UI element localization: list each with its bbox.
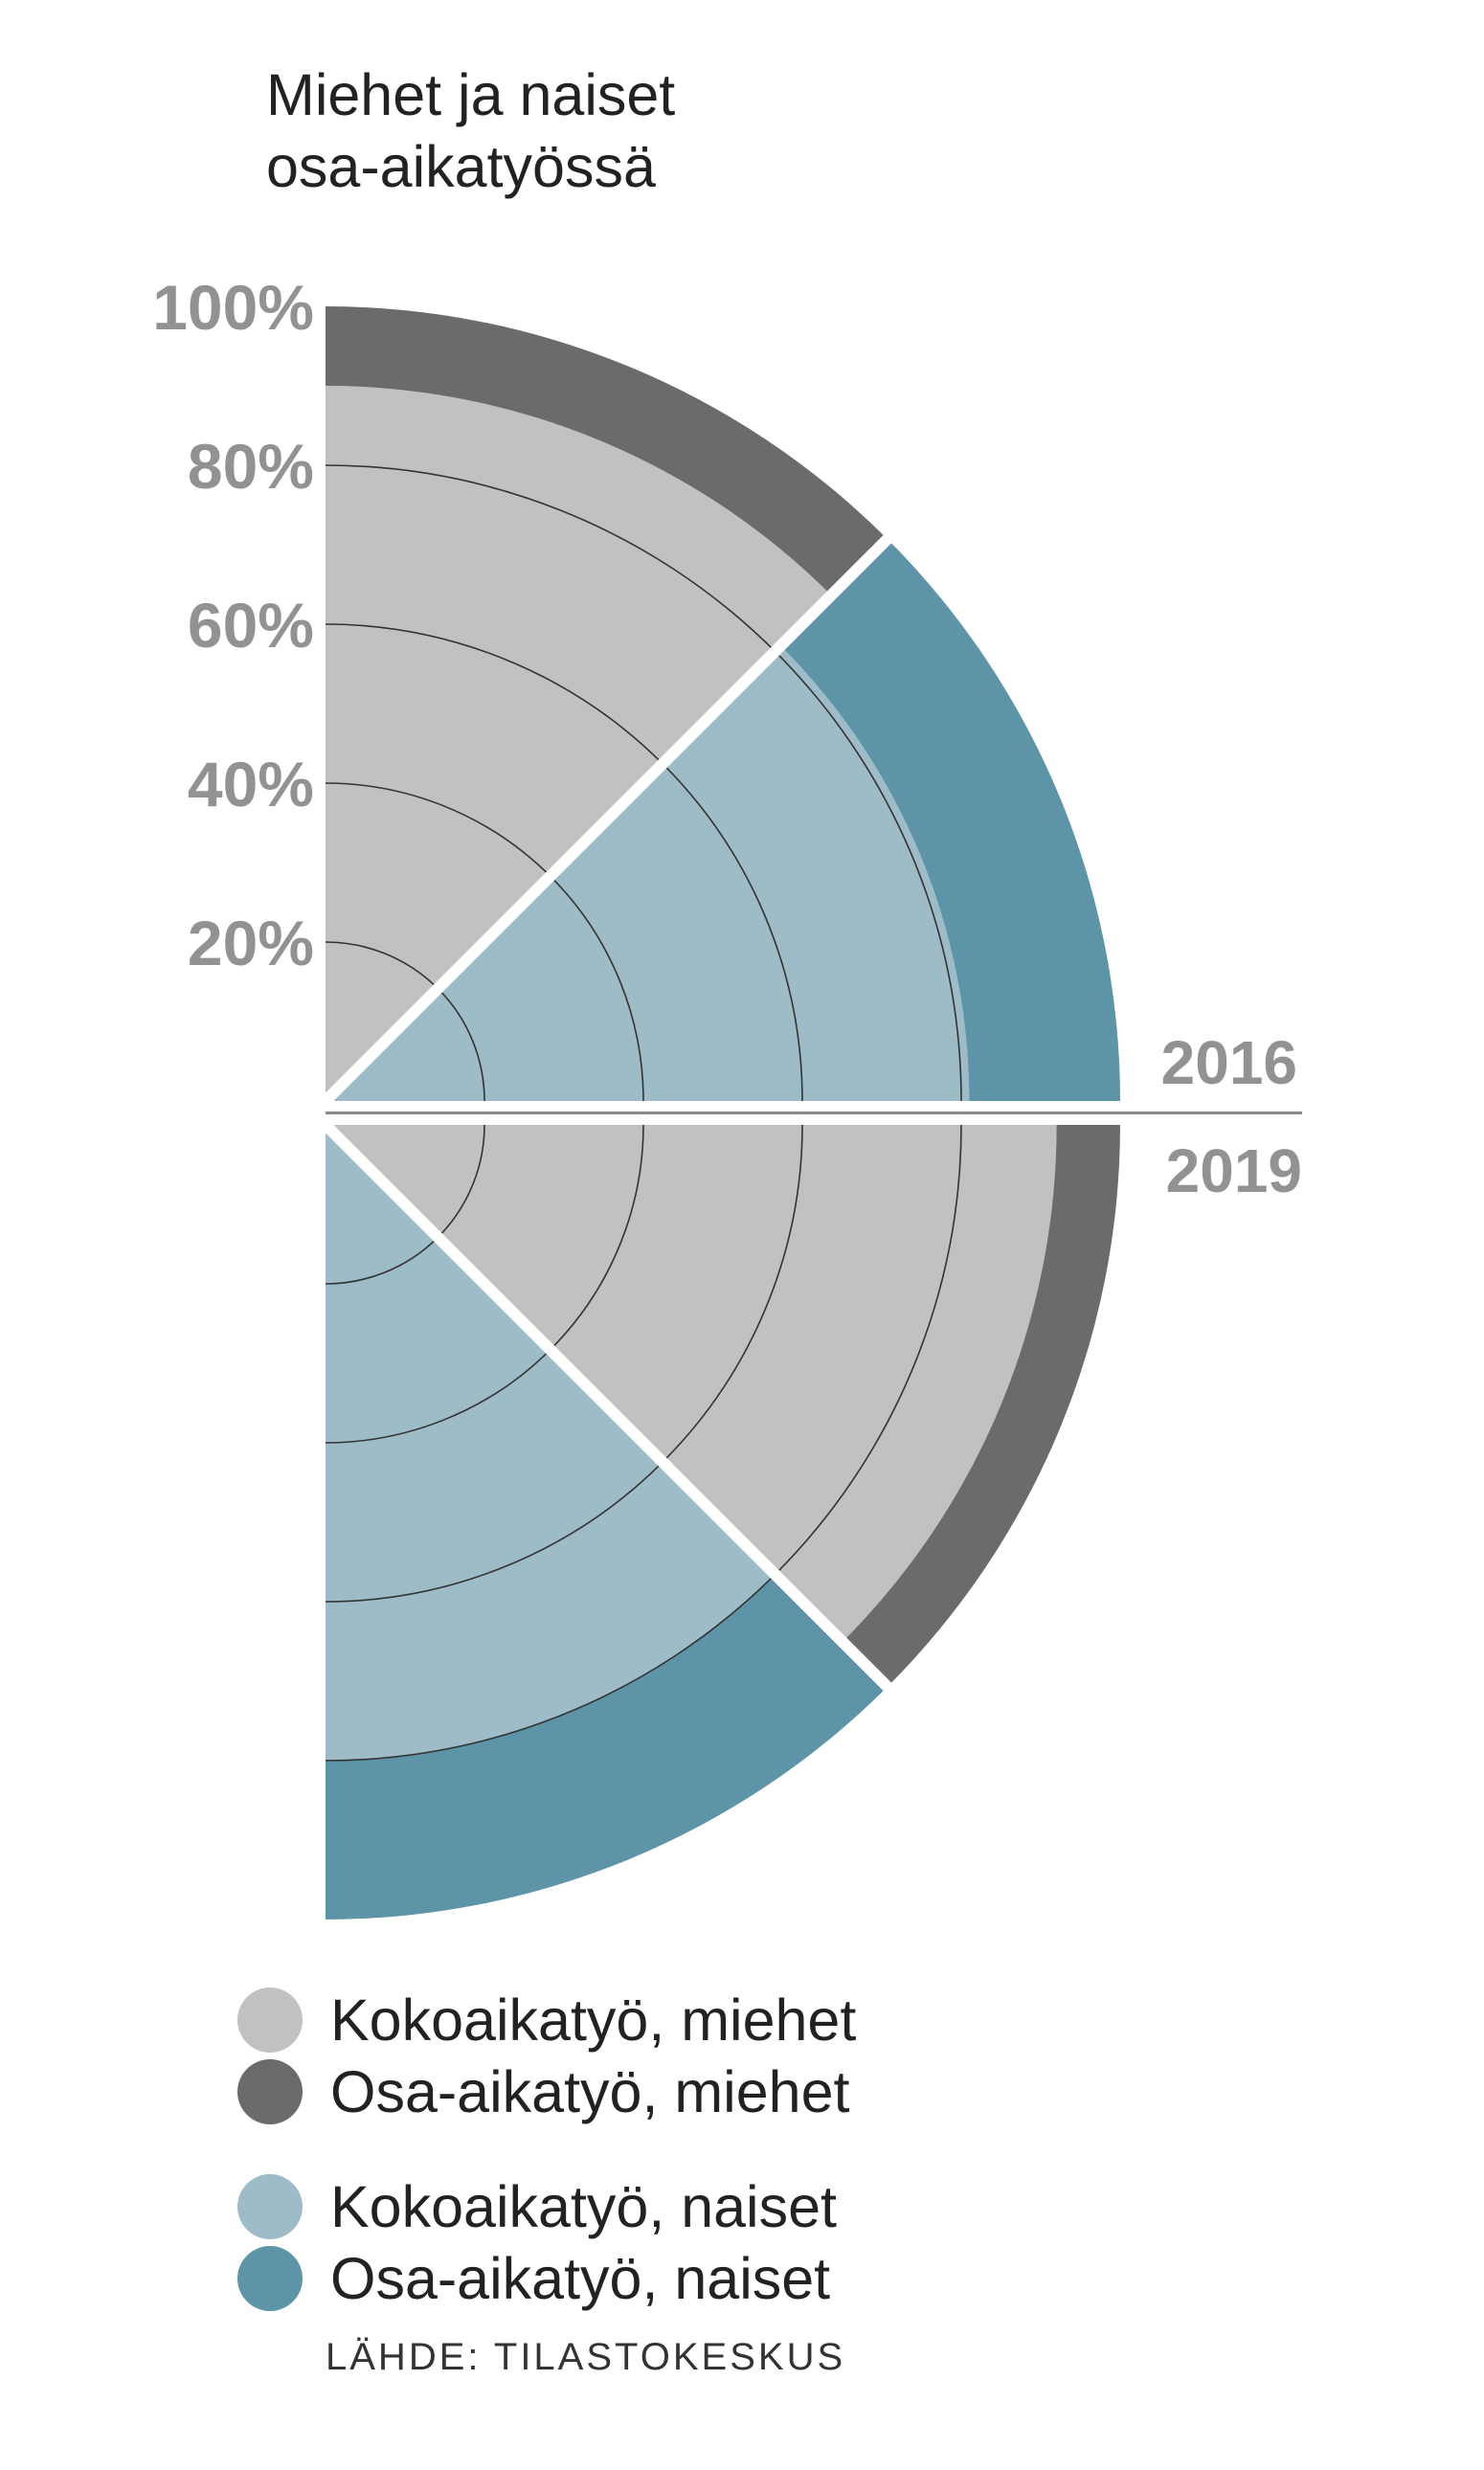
radial-tick-labels: 20% 40% 60% 80% 100% <box>152 272 314 978</box>
legend-item: Osa-aikatyö, naiset <box>237 2246 830 2311</box>
wedge-women-fulltime-2016 <box>326 645 970 1101</box>
legend-label: Kokoaikatyö, naiset <box>330 2174 837 2239</box>
wedge-women-parttime-2019 <box>326 1574 888 1920</box>
legend-item: Kokoaikatyö, miehet <box>237 1987 856 2053</box>
year-label-2019: 2019 <box>1166 1136 1302 1205</box>
wedge-women-fulltime-2019 <box>326 1125 776 1761</box>
tick-label-40: 40% <box>188 749 314 820</box>
chart-separators <box>0 507 1302 1718</box>
legend-label: Osa-aikatyö, miehet <box>330 2059 849 2124</box>
wedge-men-parttime-2019 <box>842 1125 1120 1687</box>
legend-swatch-icon <box>237 2174 303 2239</box>
wedge-separator-2016 <box>321 507 919 1106</box>
wedge-men-fulltime-2016 <box>326 386 832 1101</box>
legend-label: Osa-aikatyö, naiset <box>330 2246 830 2311</box>
chart-title-line-2: osa-aikatyössä <box>266 134 656 199</box>
legend-label: Kokoaikatyö, miehet <box>330 1987 856 2053</box>
legend-swatch-icon <box>237 1987 303 2053</box>
year-labels: 2016 2019 <box>1161 1028 1302 1205</box>
wedge-separator-2019 <box>321 1120 919 1718</box>
chart-wedges <box>326 306 1120 1920</box>
legend-swatch-icon <box>237 2246 303 2311</box>
wedge-women-parttime-2016 <box>780 539 1120 1101</box>
legend-item: Kokoaikatyö, naiset <box>237 2174 837 2239</box>
year-label-2016: 2016 <box>1161 1028 1297 1097</box>
legend-item: Osa-aikatyö, miehet <box>237 2059 849 2124</box>
source-note: LÄHDE: TILASTOKESKUS <box>326 2336 845 2378</box>
tick-label-80: 80% <box>188 431 314 502</box>
legend-swatch-icon <box>237 2059 303 2124</box>
tick-label-20: 20% <box>188 908 314 978</box>
tick-label-60: 60% <box>188 590 314 661</box>
wedge-men-fulltime-2019 <box>326 1125 1057 1642</box>
chart-title-line-1: Miehet ja naiset <box>266 62 675 127</box>
tick-label-100: 100% <box>152 272 314 343</box>
wedge-men-parttime-2016 <box>326 306 888 595</box>
